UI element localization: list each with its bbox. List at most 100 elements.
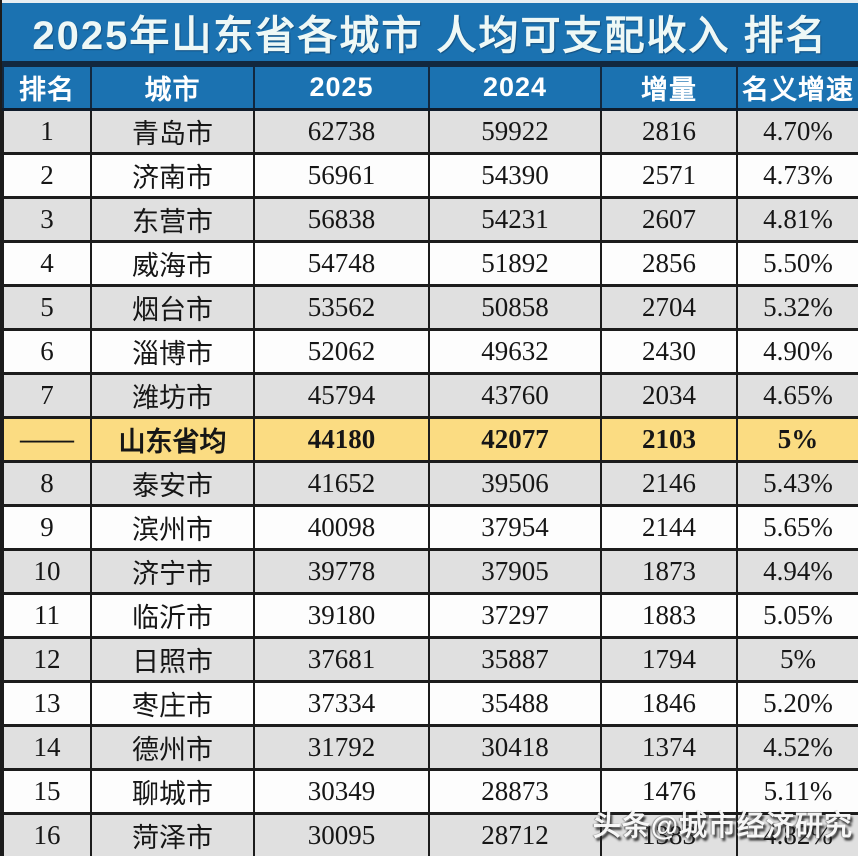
rank-cell: 11: [2, 593, 92, 639]
city-cell: 济南市: [90, 153, 255, 199]
income-2025-cell: 56961: [253, 153, 430, 199]
rank-cell: 7: [2, 373, 92, 419]
income-2025-cell: 30349: [253, 769, 430, 815]
increment-cell: 2103: [600, 417, 738, 463]
growth-rate-cell: 4.65%: [736, 373, 858, 419]
increment-cell: 2856: [600, 241, 738, 287]
income-2024-cell: 28712: [428, 813, 602, 856]
income-2024-cell: 54231: [428, 197, 602, 243]
city-cell: 烟台市: [90, 285, 255, 331]
rank-cell: 13: [2, 681, 92, 727]
page-title: 2025年山东省各城市 人均可支配收入 排名: [2, 0, 858, 65]
increment-cell: 2430: [600, 329, 738, 375]
city-cell: 日照市: [90, 637, 255, 683]
income-2024-cell: 37905: [428, 549, 602, 595]
increment-cell: 1794: [600, 637, 738, 683]
city-cell: 泰安市: [90, 461, 255, 507]
growth-rate-cell: 5.32%: [736, 285, 858, 331]
income-2024-cell: 59922: [428, 109, 602, 155]
table-row: 16 菏泽市 30095 28712 1383 4.82%: [2, 813, 858, 856]
increment-cell: 2704: [600, 285, 738, 331]
income-2024-cell: 35887: [428, 637, 602, 683]
table-row: 12 日照市 37681 35887 1794 5%: [2, 637, 858, 683]
income-2024-cell: 51892: [428, 241, 602, 287]
table-row: 4 威海市 54748 51892 2856 5.50%: [2, 241, 858, 287]
table-row: 6 淄博市 52062 49632 2430 4.90%: [2, 329, 858, 375]
income-2024-cell: 49632: [428, 329, 602, 375]
rank-cell: ——: [2, 417, 92, 463]
column-header-2025: 2025: [253, 65, 430, 111]
growth-rate-cell: 4.82%: [736, 813, 858, 856]
income-2024-cell: 35488: [428, 681, 602, 727]
income-2025-cell: 53562: [253, 285, 430, 331]
header-row: 排名 城市 2025 2024 增量 名义增速: [2, 65, 858, 111]
income-2025-cell: 62738: [253, 109, 430, 155]
income-2024-cell: 37954: [428, 505, 602, 551]
income-2024-cell: 54390: [428, 153, 602, 199]
income-2025-cell: 44180: [253, 417, 430, 463]
column-header-rank: 排名: [2, 65, 92, 111]
increment-cell: 1476: [600, 769, 738, 815]
increment-cell: 2607: [600, 197, 738, 243]
table-body: 1 青岛市 62738 59922 2816 4.70% 2 济南市 56961…: [2, 109, 858, 856]
city-cell: 威海市: [90, 241, 255, 287]
increment-cell: 1374: [600, 725, 738, 771]
rank-cell: 3: [2, 197, 92, 243]
rank-cell: 5: [2, 285, 92, 331]
increment-cell: 2146: [600, 461, 738, 507]
rank-cell: 10: [2, 549, 92, 595]
ranking-table: 排名 城市 2025 2024 增量 名义增速 1 青岛市 62738 5992…: [2, 65, 858, 856]
table-row: 8 泰安市 41652 39506 2146 5.43%: [2, 461, 858, 507]
growth-rate-cell: 4.70%: [736, 109, 858, 155]
column-header-delta: 增量: [600, 65, 738, 111]
income-2025-cell: 30095: [253, 813, 430, 856]
rank-cell: 6: [2, 329, 92, 375]
table-row: 9 滨州市 40098 37954 2144 5.65%: [2, 505, 858, 551]
table-row: 10 济宁市 39778 37905 1873 4.94%: [2, 549, 858, 595]
growth-rate-cell: 5.43%: [736, 461, 858, 507]
city-cell: 枣庄市: [90, 681, 255, 727]
rank-cell: 14: [2, 725, 92, 771]
income-2025-cell: 52062: [253, 329, 430, 375]
city-cell: 青岛市: [90, 109, 255, 155]
increment-cell: 2034: [600, 373, 738, 419]
increment-cell: 2144: [600, 505, 738, 551]
growth-rate-cell: 5.20%: [736, 681, 858, 727]
rank-cell: 15: [2, 769, 92, 815]
increment-cell: 2571: [600, 153, 738, 199]
table-row: 3 东营市 56838 54231 2607 4.81%: [2, 197, 858, 243]
increment-cell: 1846: [600, 681, 738, 727]
income-2025-cell: 40098: [253, 505, 430, 551]
growth-rate-cell: 5.11%: [736, 769, 858, 815]
table-row: 11 临沂市 39180 37297 1883 5.05%: [2, 593, 858, 639]
city-cell: 聊城市: [90, 769, 255, 815]
growth-rate-cell: 5.05%: [736, 593, 858, 639]
income-2025-cell: 54748: [253, 241, 430, 287]
growth-rate-cell: 4.73%: [736, 153, 858, 199]
rank-cell: 4: [2, 241, 92, 287]
income-2025-cell: 39180: [253, 593, 430, 639]
income-2024-cell: 28873: [428, 769, 602, 815]
income-2024-cell: 42077: [428, 417, 602, 463]
city-cell: 山东省均: [90, 417, 255, 463]
rank-cell: 12: [2, 637, 92, 683]
growth-rate-cell: 5.50%: [736, 241, 858, 287]
table-row: 13 枣庄市 37334 35488 1846 5.20%: [2, 681, 858, 727]
increment-cell: 1883: [600, 593, 738, 639]
income-2024-cell: 39506: [428, 461, 602, 507]
growth-rate-cell: 5.65%: [736, 505, 858, 551]
growth-rate-cell: 4.94%: [736, 549, 858, 595]
increment-cell: 2816: [600, 109, 738, 155]
table-header: 排名 城市 2025 2024 增量 名义增速: [2, 65, 858, 111]
income-2025-cell: 39778: [253, 549, 430, 595]
column-header-city: 城市: [90, 65, 255, 111]
table-row: 5 烟台市 53562 50858 2704 5.32%: [2, 285, 858, 331]
rank-cell: 9: [2, 505, 92, 551]
growth-rate-cell: 4.52%: [736, 725, 858, 771]
city-cell: 潍坊市: [90, 373, 255, 419]
column-header-2024: 2024: [428, 65, 602, 111]
income-2024-cell: 30418: [428, 725, 602, 771]
city-cell: 淄博市: [90, 329, 255, 375]
rank-cell: 1: [2, 109, 92, 155]
